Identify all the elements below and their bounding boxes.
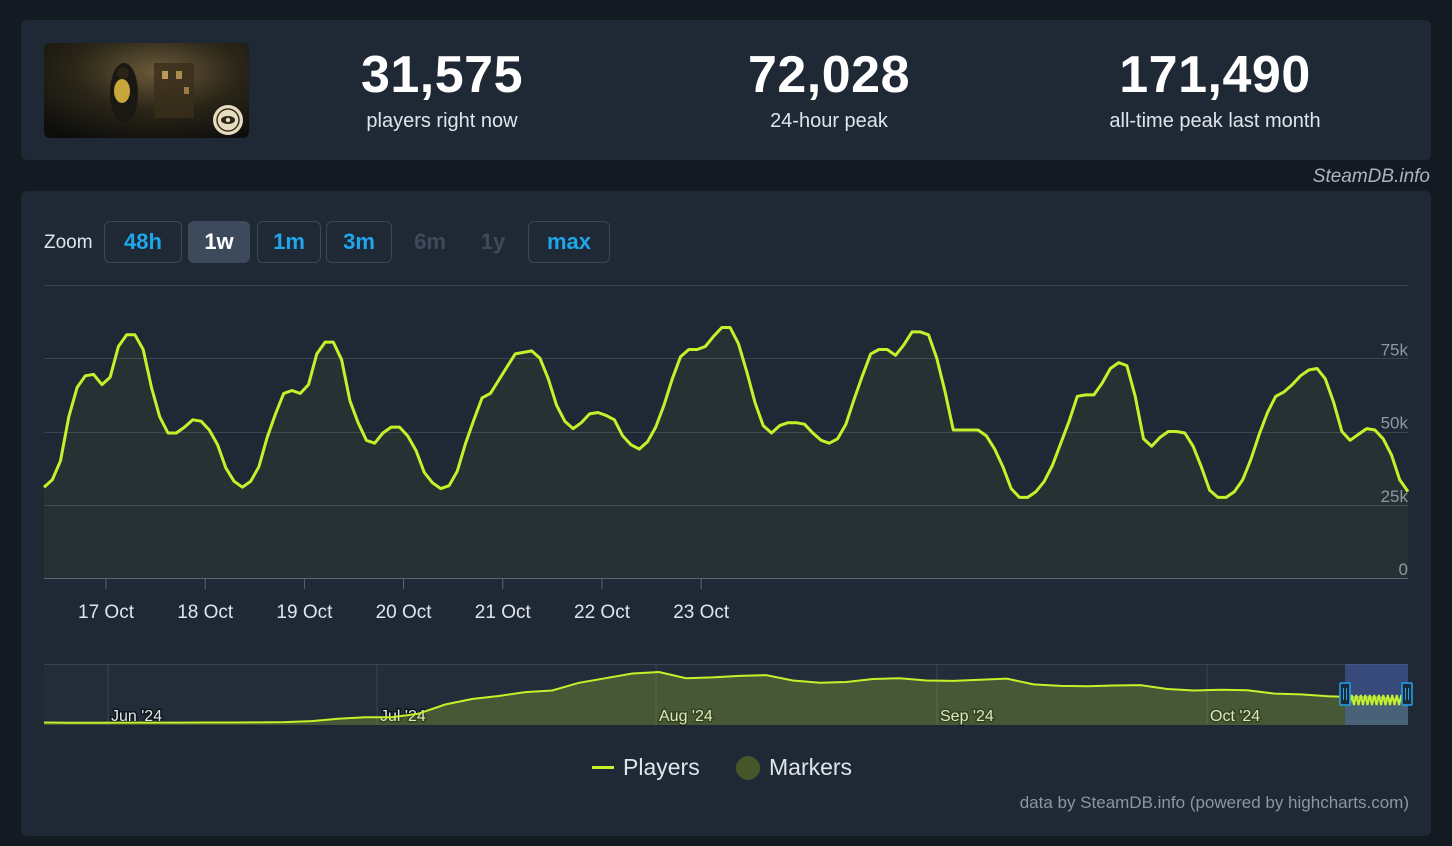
zoom-1w-button[interactable]: 1w (188, 221, 250, 263)
navigator-background (44, 664, 1408, 725)
legend-markers-label: Markers (769, 754, 853, 780)
navigator-label-outline: Jun '24 (111, 708, 162, 725)
navigator-line (43, 670, 1409, 724)
day-peak-stat: 72,028 24-hour peak (679, 48, 979, 133)
zoom-48h-button[interactable]: 48h (104, 221, 182, 263)
legend-players-label: Players (623, 754, 700, 780)
current-players-stat: 31,575 players right now (292, 48, 592, 133)
y-tick-label: 75k (1381, 340, 1409, 359)
player-count-chart[interactable]: 0 25k 50k 75k 17 Oct 18 Oct 19 Oct 20 Oct 21 Oc… (21, 191, 1431, 751)
zoom-1m-button[interactable]: 1m (257, 221, 321, 263)
x-tick-label: 20 Oct (376, 602, 433, 623)
x-tick-label: 19 Oct (276, 602, 333, 623)
all-time-peak-value: 171,490 (1119, 46, 1311, 104)
navigator-label-outline: Sep '24 (940, 708, 994, 725)
navigator-label-outline: Aug '24 (659, 708, 713, 725)
navigator-handle-right[interactable] (1401, 682, 1413, 706)
current-players-label: players right now (366, 110, 518, 132)
steamdb-credit[interactable]: SteamDB.info (1312, 166, 1430, 187)
day-peak-label: 24-hour peak (770, 110, 888, 132)
legend-players[interactable]: Players (592, 754, 700, 781)
y-tick-label: 0 (1399, 560, 1408, 579)
zoom-1y-button: 1y (480, 229, 506, 254)
legend: Players Markers (21, 754, 1431, 784)
zoom-label: Zoom (44, 232, 93, 253)
x-tick-label: 21 Oct (475, 602, 532, 623)
navigator-handle-left[interactable] (1339, 682, 1351, 706)
game-thumbnail[interactable] (44, 43, 249, 138)
zoom-max-button[interactable]: max (528, 221, 610, 263)
navigator-label: Sep '24 (940, 708, 994, 725)
current-players-value: 31,575 (360, 46, 524, 104)
y-tick-label: 50k (1381, 414, 1409, 433)
zoom-3m-button[interactable]: 3m (326, 221, 392, 263)
all-time-peak-label: all-time peak last month (1109, 110, 1321, 132)
day-peak-value: 72,028 (747, 46, 911, 104)
stats-panel: 31,575 players right now 72,028 24-hour … (21, 20, 1431, 160)
navigator-label: Jun '24 (111, 708, 162, 725)
players-line[interactable] (43, 326, 1410, 499)
navigator-area (44, 672, 1408, 725)
players-area (44, 327, 1408, 578)
chart-panel: Zoom 48h 1w 1m 3m 6m 1y max 0 25k 50k 75k 1… (21, 191, 1431, 836)
legend-markers[interactable]: Markers (736, 754, 852, 781)
x-tick-label: 18 Oct (177, 602, 234, 623)
zoom-6m-button: 6m (414, 229, 446, 254)
navigator-selection-line (1344, 694, 1409, 706)
navigator-label: Aug '24 (659, 708, 713, 725)
all-time-peak-stat: 171,490 all-time peak last month (1065, 48, 1365, 133)
navigator-label-outline: Oct '24 (1210, 708, 1260, 725)
y-tick-label: 25k (1381, 487, 1409, 506)
players-line-swatch (592, 766, 614, 769)
x-tick-label: 17 Oct (78, 602, 135, 623)
highcharts-credit[interactable]: data by SteamDB.info (powered by highcha… (1019, 793, 1409, 812)
x-tick-label: 22 Oct (574, 602, 631, 623)
x-tick-label: 23 Oct (673, 602, 730, 623)
navigator-selection[interactable] (1345, 664, 1408, 725)
markers-dot-swatch (736, 755, 760, 780)
navigator-label: Oct '24 (1210, 708, 1260, 725)
